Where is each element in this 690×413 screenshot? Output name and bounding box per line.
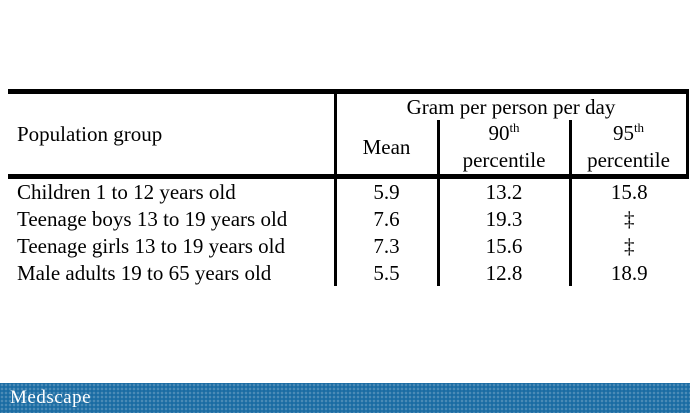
p90-value-cell: 15.6 (436, 232, 570, 259)
table-row: Teenage girls 13 to 19 years old 7.3 15.… (8, 232, 688, 259)
table-header: Population group Gram per person per day… (8, 91, 689, 179)
p90-column-header: 90th percentile (436, 120, 570, 179)
p95-value-cell: ‡ (568, 205, 688, 232)
population-group-cell: Male adults 19 to 65 years old (17, 260, 272, 285)
consumption-table: Population group Gram per person per day… (8, 89, 689, 286)
mean-column-header: Mean (333, 120, 438, 179)
p90-value-cell: 13.2 (436, 176, 570, 205)
population-group-cell: Teenage boys 13 to 19 years old (17, 206, 288, 231)
medscape-logo: Medscape (10, 387, 92, 408)
gram-per-person-header: Gram per person per day (333, 91, 689, 120)
p95-ordinal-suffix: th (633, 120, 645, 135)
mean-value-cell: 7.6 (333, 205, 438, 232)
table-body: Children 1 to 12 years old 5.9 13.2 15.8… (8, 176, 688, 286)
group-header-row: Population group Gram per person per day (8, 91, 689, 179)
p95-word: percentile (587, 148, 670, 172)
p90-word: percentile (462, 148, 546, 172)
p90-value-cell: 12.8 (436, 259, 570, 286)
mean-value-cell: 5.9 (333, 176, 438, 205)
mean-value-cell: 5.5 (333, 259, 438, 286)
p95-column-header: 95th percentile (568, 120, 689, 179)
medscape-footer-bar: Medscape (0, 383, 690, 413)
p95-value-cell: ‡ (568, 232, 688, 259)
p90-ordinal-suffix: th (509, 120, 520, 135)
p95-number: 95 (612, 121, 634, 145)
table-row: Teenage boys 13 to 19 years old 7.6 19.3… (8, 205, 688, 232)
population-group-header: Population group (8, 91, 335, 179)
sub-header-row: Mean 90th percentile 95th percentile (8, 120, 689, 179)
population-group-cell: Teenage girls 13 to 19 years old (17, 233, 285, 258)
mean-value-cell: 7.3 (333, 232, 438, 259)
table-row: Children 1 to 12 years old 5.9 13.2 15.8 (8, 176, 688, 205)
p90-value-cell: 19.3 (436, 205, 570, 232)
p90-number: 90 (488, 121, 510, 145)
table-row: Male adults 19 to 65 years old 5.5 12.8 … (8, 259, 688, 286)
p95-value-cell: 15.8 (568, 176, 688, 205)
p95-value-cell: 18.9 (568, 259, 688, 286)
population-group-cell: Children 1 to 12 years old (17, 180, 236, 204)
